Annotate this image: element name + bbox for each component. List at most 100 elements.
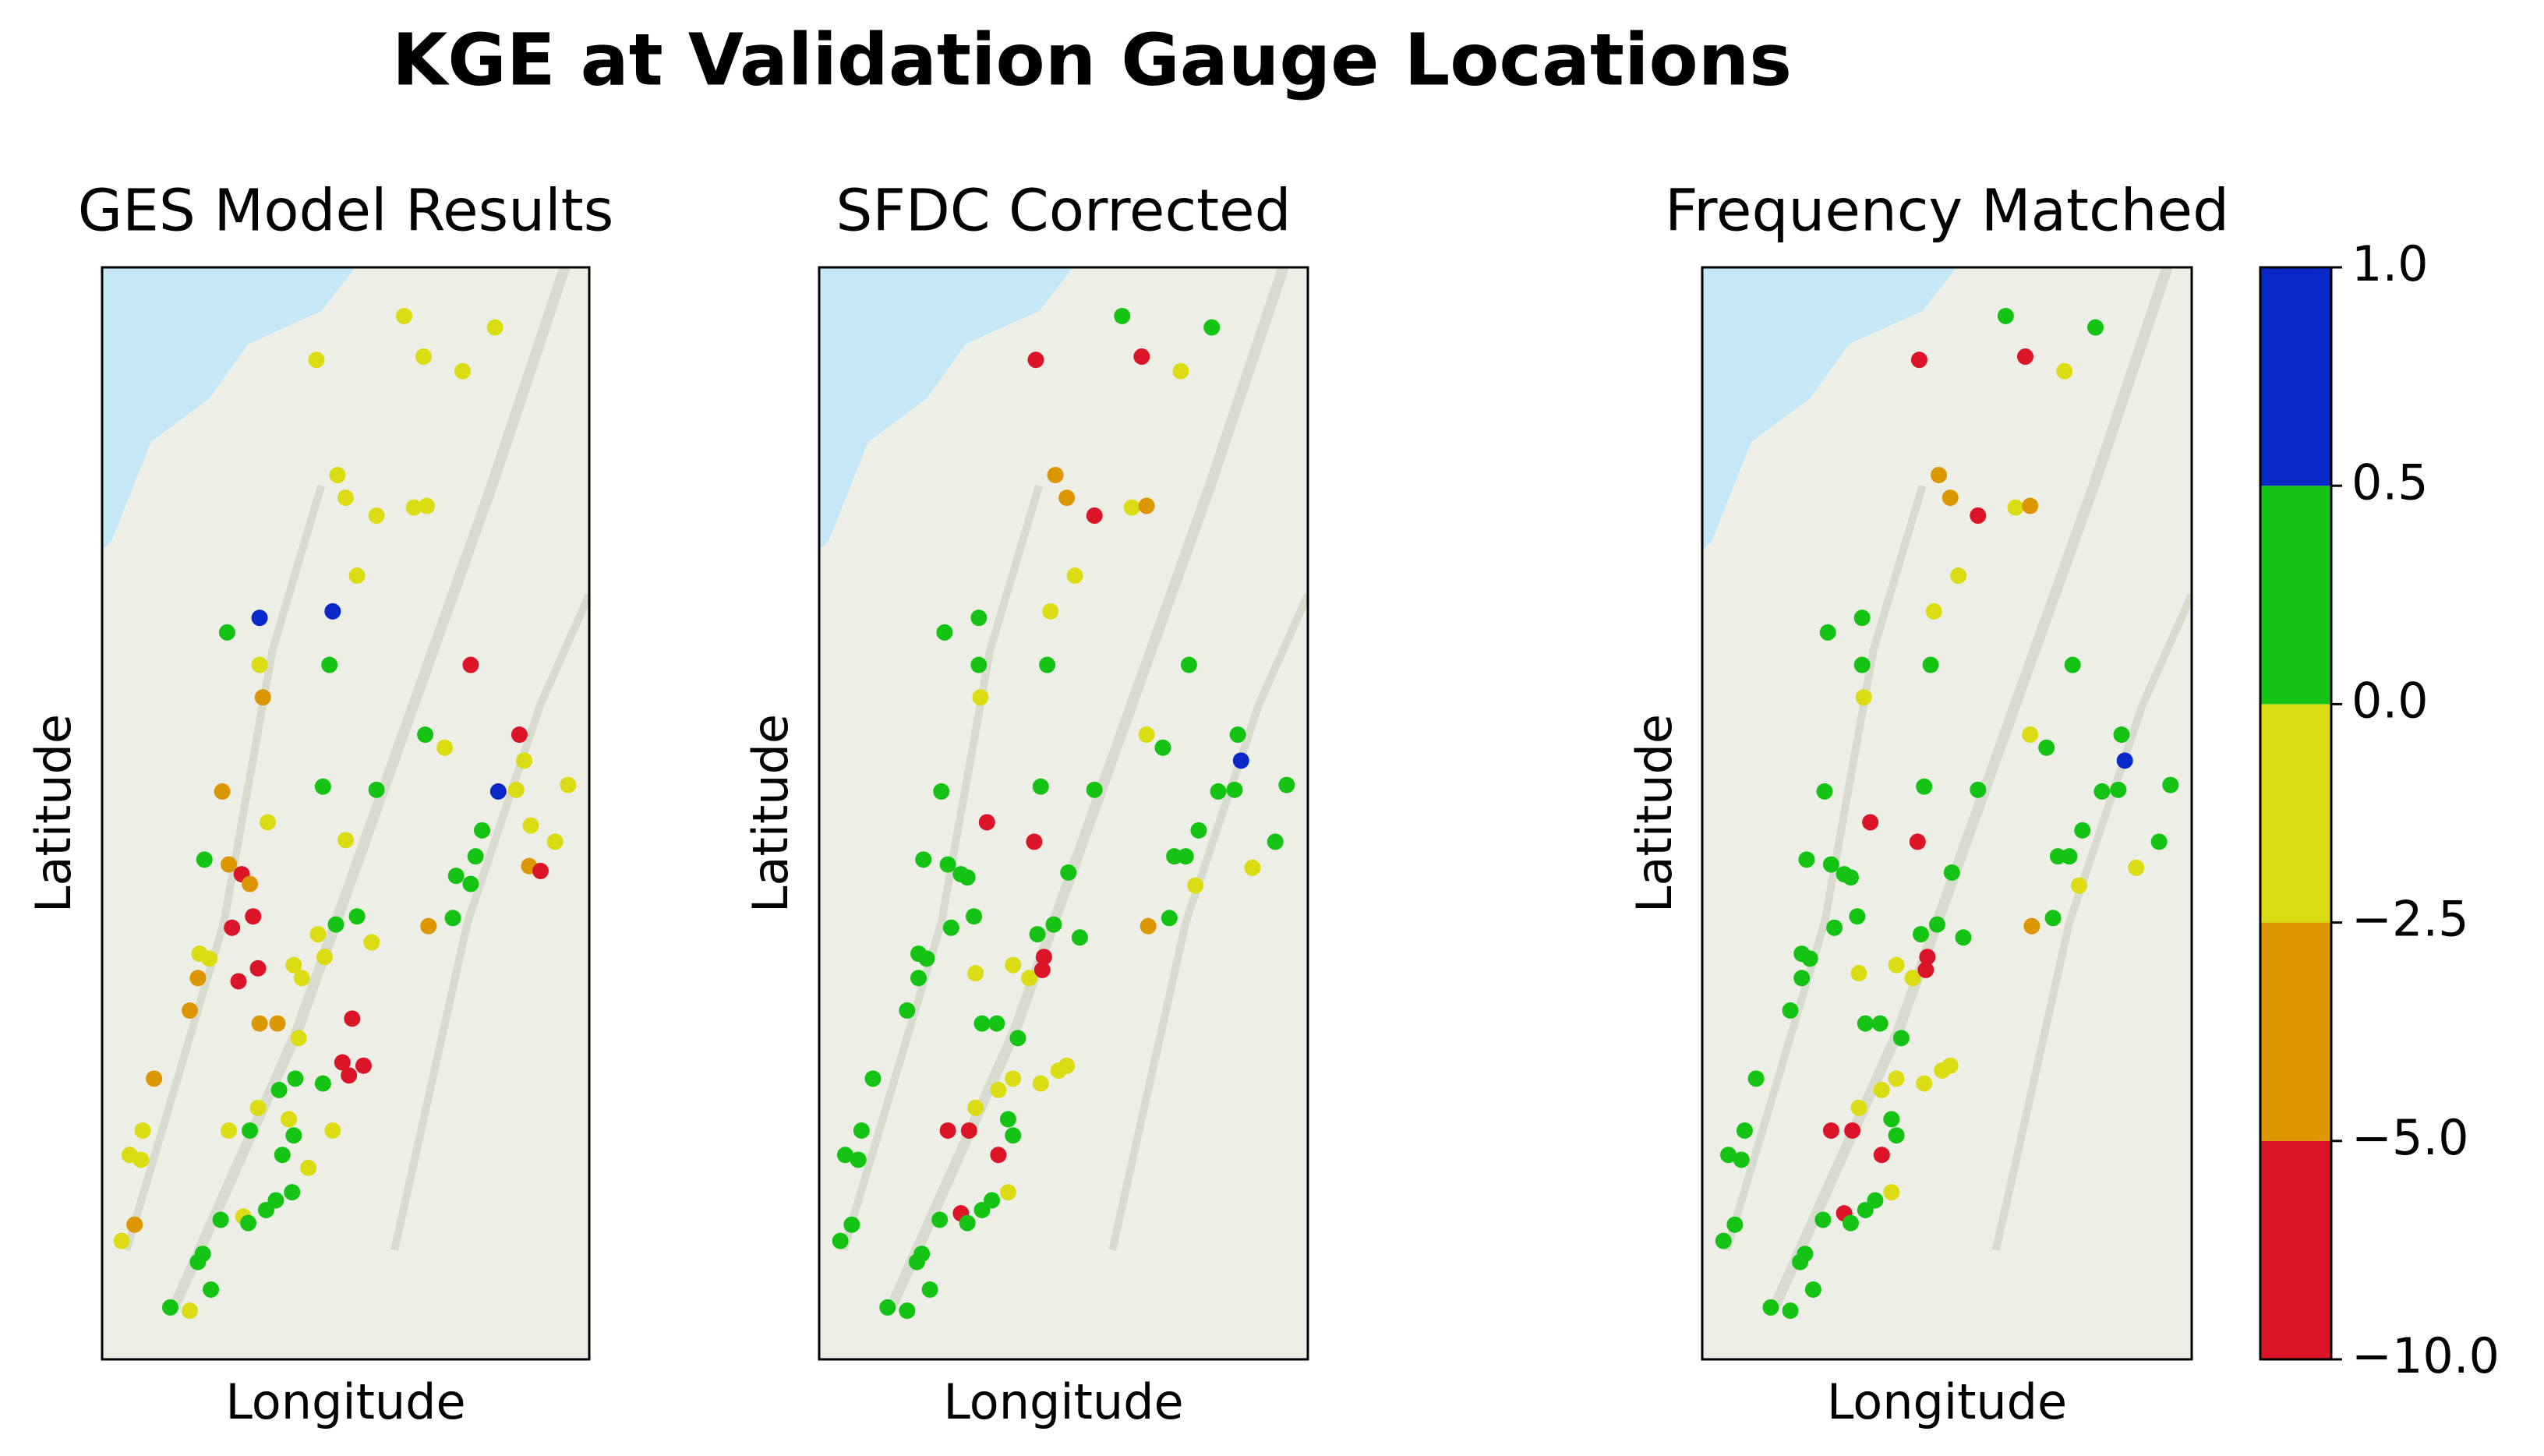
gauge-point: [1782, 1002, 1799, 1019]
gauge-point: [182, 1002, 198, 1019]
map-panel: [1702, 267, 2192, 1359]
sea: [102, 267, 355, 552]
gauge-point: [489, 783, 507, 800]
gauge-point: [1873, 1147, 1890, 1164]
colorbar-tick-label: −5.0: [2351, 1109, 2469, 1166]
gauge-point: [2022, 726, 2039, 744]
gauge-point: [1138, 497, 1155, 514]
gauge-point: [970, 656, 988, 673]
gauge-point: [1032, 778, 1049, 795]
gauge-point: [960, 1122, 977, 1139]
gauge-point: [1133, 348, 1150, 365]
gauge-point: [257, 1201, 274, 1218]
gauge-point: [850, 1151, 867, 1168]
gauge-point: [843, 1216, 860, 1233]
gauge-point: [560, 776, 577, 793]
gauge-point: [936, 624, 953, 641]
gauge-point: [942, 919, 959, 936]
gauge-point: [1187, 877, 1204, 894]
gauge-point: [1888, 1070, 1905, 1087]
gauge-point: [1058, 489, 1076, 507]
gauge-point: [281, 1111, 298, 1128]
gauge-point: [269, 1015, 286, 1032]
gauge-point: [1857, 1015, 1874, 1032]
gauge-point: [189, 1253, 207, 1270]
gauge-point: [182, 1302, 198, 1320]
figure-title: KGE at Validation Gauge Locations: [392, 18, 1792, 101]
gauge-point: [2016, 348, 2033, 365]
gauge-point: [245, 908, 262, 925]
gauge-point: [1034, 961, 1051, 978]
subplot-title: Frequency Matched: [1665, 178, 2229, 245]
colorbar-bin: [2260, 922, 2331, 1141]
gauge-point: [251, 610, 268, 627]
gauge-point: [1719, 1147, 1737, 1164]
sea: [819, 267, 1074, 552]
gauge-point: [462, 656, 479, 673]
gauge-point: [970, 610, 988, 627]
gauge-point: [368, 781, 385, 798]
gauge-point: [113, 1232, 130, 1249]
gauge-point: [1862, 814, 1879, 831]
gauge-point: [1792, 1253, 1809, 1270]
gauge-point: [1190, 822, 1207, 839]
gauge-point: [1917, 961, 1934, 978]
colorbar-tick-label: 0.5: [2351, 454, 2429, 511]
gauge-point: [511, 726, 528, 744]
gauge-point: [436, 739, 454, 756]
gauge-point: [832, 1232, 849, 1249]
gauge-point: [1822, 856, 1839, 873]
gauge-point: [1026, 833, 1043, 850]
gauge-point: [1844, 1122, 1861, 1139]
gauge-point: [2094, 783, 2111, 800]
gauge-point: [1086, 781, 1103, 798]
gauge-point: [546, 833, 564, 850]
gauge-point: [300, 1159, 317, 1176]
gauge-point: [242, 875, 259, 892]
gauge-point: [939, 1122, 956, 1139]
gauge-point: [1029, 926, 1046, 943]
gauge-point: [2110, 781, 2127, 798]
gauge-point: [2150, 833, 2168, 850]
gauge-point: [1229, 726, 1246, 744]
gauge-point: [999, 1111, 1016, 1128]
gauge-point: [918, 950, 935, 967]
gauge-point: [348, 908, 366, 925]
gauge-point: [1842, 869, 1859, 886]
gauge-point: [293, 970, 310, 987]
gauge-point: [324, 1122, 341, 1139]
gauge-point: [973, 1201, 991, 1218]
gauge-point: [1934, 1062, 1951, 1079]
gauge-point: [1883, 1111, 1900, 1128]
gauge-point: [309, 926, 327, 943]
gauge-point: [1801, 950, 1818, 967]
gauge-point: [316, 949, 333, 966]
gauge-point: [287, 1070, 304, 1087]
gauge-point: [1798, 851, 1815, 868]
gauge-point: [224, 919, 241, 936]
gauge-point: [270, 1081, 288, 1098]
gauge-point: [1715, 1232, 1732, 1249]
gauge-point: [931, 1211, 949, 1228]
gauge-point: [420, 917, 437, 935]
colorbar-bin: [2260, 1140, 2331, 1359]
gauge-point: [1955, 929, 1972, 946]
gauge-point: [1888, 1127, 1905, 1144]
gauge-point: [212, 1211, 229, 1228]
gauge-point: [1928, 916, 1945, 933]
gauge-point: [132, 1151, 150, 1168]
gauge-point: [2064, 656, 2081, 673]
gauge-point: [1850, 1099, 1867, 1116]
gauge-point: [201, 950, 217, 967]
subplot-title: GES Model Results: [78, 178, 614, 245]
gauge-point: [1066, 567, 1083, 585]
gauge-point: [462, 875, 479, 892]
gauge-point: [1925, 603, 1942, 620]
gauge-point: [1910, 352, 1927, 369]
gauge-point: [396, 307, 412, 324]
gauge-point: [1842, 1214, 1859, 1232]
gauge-point: [1203, 319, 1221, 336]
gauge-point: [2116, 752, 2133, 769]
gauge-point: [1826, 919, 1843, 936]
